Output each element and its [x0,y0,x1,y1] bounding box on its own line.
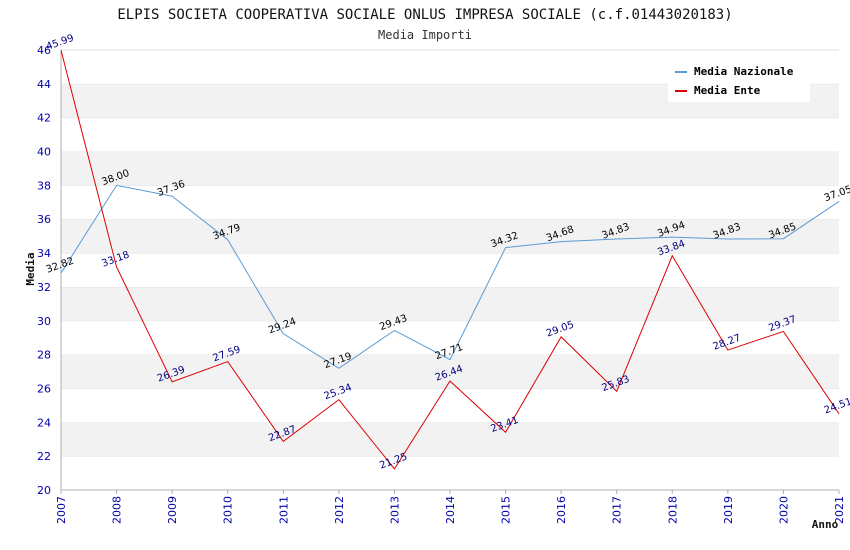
x-tick-label: 2008 [111,496,124,524]
x-tick-label: 2014 [444,496,457,524]
grid-band [61,320,839,355]
legend-entry: Media Nazionale [694,65,794,78]
chart-title: ELPIS SOCIETA COOPERATIVA SOCIALE ONLUS … [117,7,732,23]
legend-box [668,58,810,102]
x-tick-label: 2009 [166,496,179,524]
x-tick-label: 2012 [333,496,346,524]
grid-band [61,151,839,186]
series-line-media-nazionale [60,184,840,369]
grid-band [61,354,839,389]
grid-band [61,253,839,287]
axes: 20 22 24 26 28 30 32 34 36 38 40 42 44 46 2007 2008 2009… [37,44,846,524]
legend-entry: Media Ente [694,84,761,97]
grid-band [61,388,839,423]
y-tick-label: 46 [37,44,51,57]
y-tick-label: 42 [37,112,51,125]
y-axis-label: Media [24,252,37,285]
grid-bands [61,49,839,490]
x-tick-label: 2020 [777,496,790,524]
y-tick-label: 22 [37,450,51,463]
x-tick-label: 2017 [611,496,624,524]
grid-band [61,219,839,254]
grid-band [61,185,839,220]
x-tick-label: 2010 [222,496,235,524]
grid-band [61,456,839,490]
x-tick-label: 2019 [722,496,735,524]
x-tick-label: 2021 [833,496,846,524]
y-tick-label: 30 [37,315,51,328]
series-line-media-ente [60,50,840,470]
y-tick-label: 40 [37,146,51,159]
y-tick-label: 28 [37,349,51,362]
legend: Media Nazionale Media Ente [668,58,810,102]
y-tick-label: 34 [37,247,51,260]
chart-subtitle: Media Importi [378,28,472,42]
x-tick-label: 2015 [500,496,513,524]
series-lines [60,50,840,470]
y-tick-label: 24 [37,416,51,429]
y-tick-label: 26 [37,382,51,395]
grid-band [61,286,839,321]
x-tick-label: 2011 [277,496,290,524]
grid-band [61,117,839,152]
y-tick-label: 36 [37,213,51,226]
x-axis-label: Anno [812,518,839,531]
x-tick-label: 2013 [388,496,401,524]
y-tick-label: 32 [37,281,51,294]
y-tick-label: 44 [37,78,51,91]
y-tick-label: 20 [37,484,51,497]
x-tick-label: 2018 [666,496,679,524]
y-tick-label: 38 [37,179,51,192]
x-tick-label: 2016 [555,496,568,524]
x-tick-label: 2007 [55,496,68,524]
grid-band [61,422,839,457]
